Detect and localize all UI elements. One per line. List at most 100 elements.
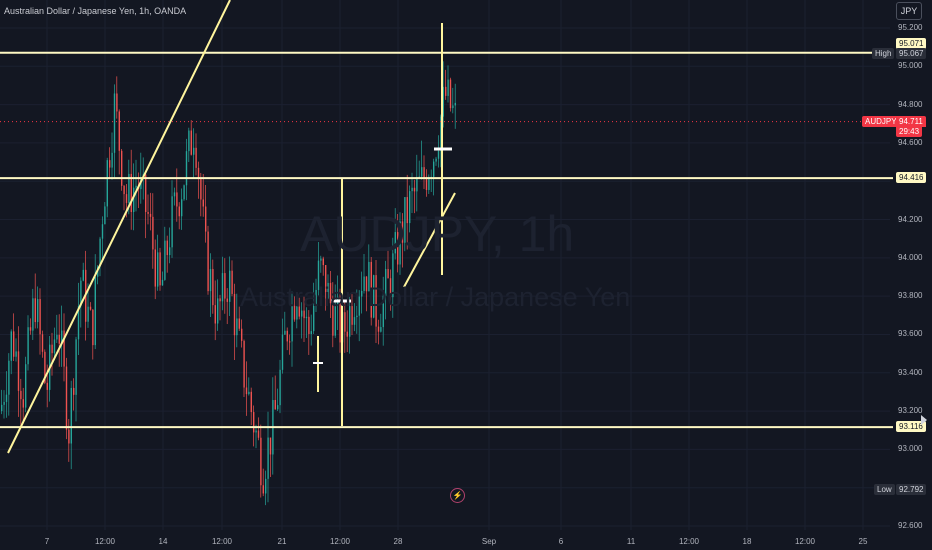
candle-body[interactable] — [181, 199, 183, 217]
candle-body[interactable] — [435, 158, 437, 162]
candle-body[interactable] — [185, 151, 188, 186]
candle-body[interactable] — [296, 306, 298, 320]
candle-body[interactable] — [109, 160, 111, 168]
candle-body[interactable] — [325, 265, 327, 299]
candle-body[interactable] — [243, 340, 245, 388]
candle-body[interactable] — [291, 305, 293, 342]
candle-body[interactable] — [121, 150, 123, 186]
chart-title[interactable]: Australian Dollar / Japanese Yen, 1h, OA… — [4, 6, 187, 16]
candle-body[interactable] — [1, 404, 3, 412]
candle-body[interactable] — [238, 318, 240, 329]
candle-body[interactable] — [193, 147, 195, 155]
candle-body[interactable] — [313, 306, 315, 332]
candle-body[interactable] — [452, 105, 454, 109]
candle-body[interactable] — [39, 299, 41, 335]
candle-body[interactable] — [113, 93, 116, 153]
candle-body[interactable] — [166, 240, 168, 256]
drawing-layer[interactable] — [0, 0, 893, 454]
candle-body[interactable] — [445, 86, 447, 96]
candle-body[interactable] — [349, 306, 351, 337]
candle-body[interactable] — [260, 437, 262, 486]
candle-body[interactable] — [447, 79, 449, 96]
candle-body[interactable] — [413, 187, 416, 192]
candle-body[interactable] — [183, 185, 185, 200]
candle-body[interactable] — [389, 278, 392, 298]
candle-body[interactable] — [130, 173, 132, 213]
candle-body[interactable] — [195, 147, 197, 168]
candle-body[interactable] — [387, 269, 389, 279]
candle-body[interactable] — [351, 306, 353, 325]
candle-body[interactable] — [358, 296, 360, 316]
candle-body[interactable] — [322, 258, 324, 266]
candle-body[interactable] — [368, 261, 370, 292]
candle-body[interactable] — [104, 206, 106, 225]
candle-body[interactable] — [421, 167, 423, 177]
lightning-icon[interactable]: ⚡ — [450, 488, 465, 503]
candle-body[interactable] — [157, 252, 159, 287]
candle-body[interactable] — [365, 276, 368, 292]
candle-body[interactable] — [265, 478, 267, 494]
candle-body[interactable] — [221, 273, 224, 302]
candle-body[interactable] — [269, 437, 272, 455]
candle-body[interactable] — [3, 401, 5, 405]
candle-body[interactable] — [123, 185, 125, 195]
candle-body[interactable] — [87, 306, 89, 322]
candle-body[interactable] — [257, 430, 260, 438]
candle-body[interactable] — [32, 298, 34, 331]
candle-body[interactable] — [418, 176, 420, 178]
candle-body[interactable] — [425, 178, 428, 190]
candle-body[interactable] — [315, 289, 317, 307]
candle-body[interactable] — [262, 485, 264, 494]
candle-body[interactable] — [202, 199, 204, 207]
candle-body[interactable] — [286, 330, 288, 342]
candle-body[interactable] — [82, 269, 84, 281]
candle-body[interactable] — [118, 111, 120, 151]
candle-body[interactable] — [329, 282, 332, 304]
candle-body[interactable] — [411, 187, 413, 192]
candle-body[interactable] — [17, 351, 20, 391]
currency-button[interactable]: JPY — [896, 2, 922, 20]
candle-body[interactable] — [15, 351, 17, 357]
candle-body[interactable] — [442, 86, 444, 117]
candle-body[interactable] — [53, 339, 56, 354]
candle-body[interactable] — [75, 339, 77, 395]
candle-body[interactable] — [41, 334, 44, 352]
candle-body[interactable] — [356, 315, 358, 318]
candle-body[interactable] — [277, 405, 279, 410]
candle-body[interactable] — [401, 221, 404, 243]
candle-body[interactable] — [320, 258, 322, 261]
candle-body[interactable] — [101, 224, 104, 239]
candle-body[interactable] — [58, 334, 60, 344]
candle-body[interactable] — [22, 399, 24, 408]
candle-body[interactable] — [149, 213, 152, 217]
candle-body[interactable] — [409, 191, 411, 224]
candle-body[interactable] — [241, 328, 243, 341]
candle-body[interactable] — [159, 252, 161, 286]
candle-body[interactable] — [133, 187, 135, 213]
candle-body[interactable] — [284, 330, 286, 335]
candle-body[interactable] — [61, 330, 63, 344]
candle-body[interactable] — [334, 305, 336, 336]
candle-body[interactable] — [279, 369, 281, 406]
candle-body[interactable] — [207, 231, 209, 292]
candle-body[interactable] — [70, 387, 72, 444]
candle-body[interactable] — [380, 327, 382, 332]
candle-body[interactable] — [397, 232, 399, 265]
candle-body[interactable] — [385, 269, 387, 296]
candle-body[interactable] — [13, 331, 15, 357]
candle-body[interactable] — [399, 221, 401, 265]
candle-body[interactable] — [135, 185, 137, 188]
candle-body[interactable] — [346, 331, 348, 337]
candle-body[interactable] — [10, 331, 12, 361]
candle-body[interactable] — [197, 167, 200, 180]
candle-body[interactable] — [145, 174, 147, 212]
trendline-up-2[interactable] — [403, 192, 456, 288]
candle-body[interactable] — [394, 232, 396, 254]
trendline-up[interactable] — [7, 0, 231, 454]
candle-body[interactable] — [188, 130, 190, 152]
candle-body[interactable] — [63, 330, 65, 367]
candle-body[interactable] — [274, 399, 276, 410]
candle-body[interactable] — [219, 298, 221, 302]
candle-body[interactable] — [46, 382, 48, 390]
candle-body[interactable] — [255, 430, 257, 433]
